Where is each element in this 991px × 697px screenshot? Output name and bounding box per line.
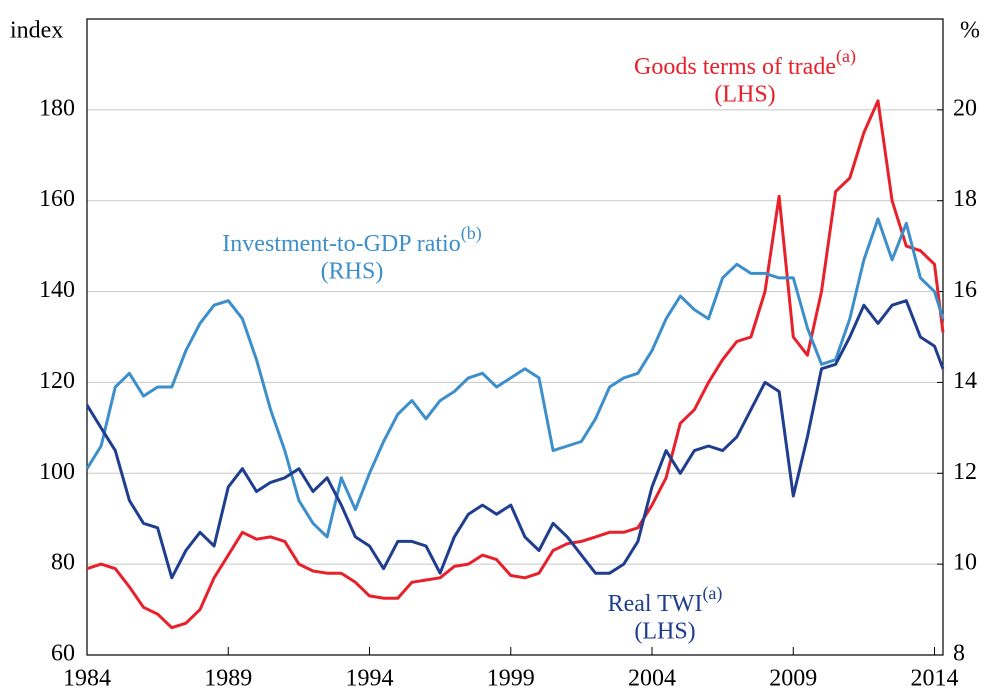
- x-tick-label: 1994: [346, 666, 394, 692]
- x-tick-label: 1989: [204, 666, 252, 692]
- x-tick-label: 1984: [63, 666, 111, 692]
- y2-tick-label: 18: [953, 186, 977, 212]
- series-note: (a): [836, 46, 856, 67]
- y2-tick-label: 12: [953, 459, 977, 485]
- series-name: Real TWI: [608, 591, 703, 617]
- x-tick-label: 2009: [769, 666, 817, 692]
- series-axis-note: (LHS): [714, 82, 775, 108]
- y2-tick-label: 8: [953, 641, 965, 667]
- x-tick-label: 1999: [487, 666, 535, 692]
- y-tick-label: 140: [39, 277, 75, 303]
- y-tick-label: 180: [39, 95, 75, 121]
- series-note: (b): [461, 223, 482, 244]
- series-label: Goods terms of trade(a): [634, 46, 856, 79]
- series-name: Investment-to-GDP ratio: [222, 231, 460, 257]
- series-line: [85, 299, 945, 580]
- series-line: [85, 217, 945, 539]
- y-tick-label: 120: [39, 368, 75, 394]
- y-tick-label: 60: [51, 641, 75, 667]
- y2-tick-label: 14: [953, 368, 977, 394]
- series-name: Goods terms of trade: [634, 54, 836, 80]
- y-tick-label: 80: [51, 550, 75, 576]
- x-tick-label: 2014: [911, 666, 959, 692]
- y-tick-label: 100: [39, 459, 75, 485]
- series-axis-note: (RHS): [321, 259, 384, 285]
- series-label: Investment-to-GDP ratio(b): [222, 223, 481, 256]
- series-axis-note: (LHS): [634, 619, 695, 645]
- x-tick-label: 2004: [628, 666, 676, 692]
- y2-tick-label: 20: [953, 95, 977, 121]
- series-line: [86, 99, 945, 630]
- y-axis-label: index: [10, 18, 63, 44]
- y2-tick-label: 16: [953, 277, 977, 303]
- plot-frame: [86, 18, 944, 656]
- y2-tick-label: 10: [953, 550, 977, 576]
- y-tick-label: 160: [39, 186, 75, 212]
- y2-axis-label: %: [960, 18, 980, 44]
- series-label: Real TWI(a): [608, 583, 723, 616]
- series-note: (a): [702, 583, 722, 604]
